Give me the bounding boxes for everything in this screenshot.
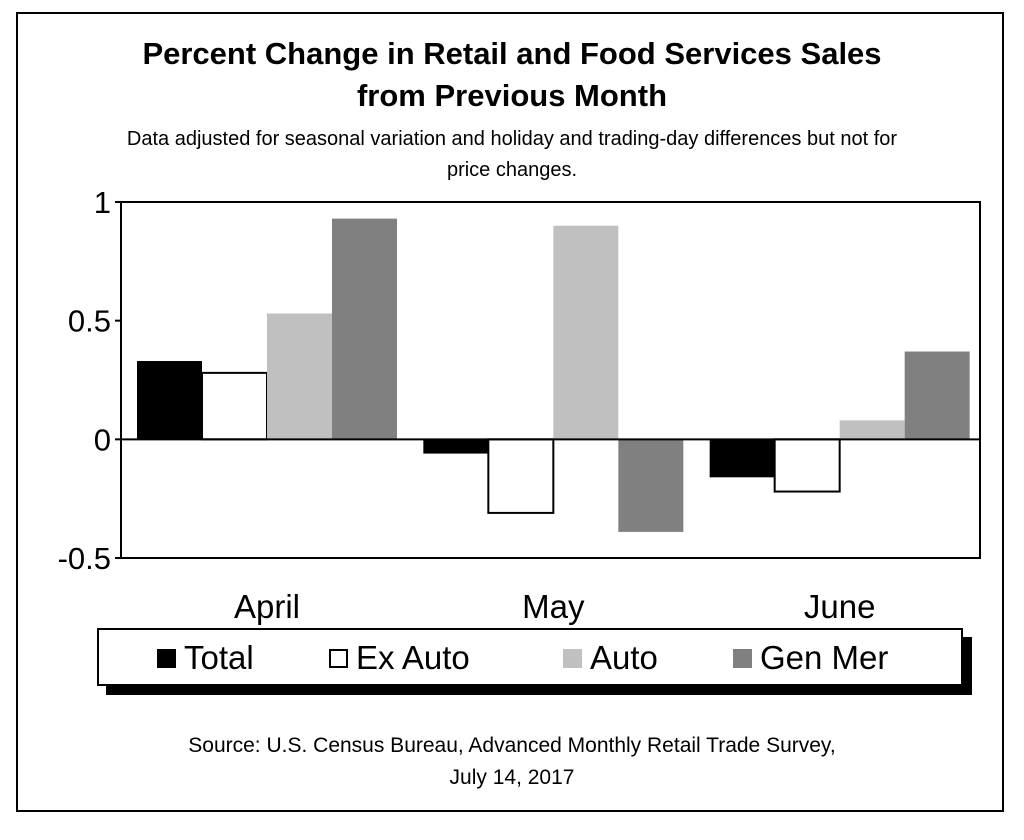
bar-ex-auto-may	[487, 438, 555, 514]
bar-gen-mer-may	[618, 439, 684, 532]
bar-ex-auto-april	[201, 371, 268, 441]
y-tick-label: 0.5	[68, 304, 111, 339]
plot-area-border	[120, 201, 981, 559]
bar-gen-mer-june	[904, 351, 970, 440]
legend-label-ex-auto: Ex Auto	[356, 639, 470, 676]
legend-swatch-total	[157, 648, 176, 668]
legend-swatch-ex-auto	[329, 648, 348, 668]
bar-ex-auto-june	[773, 438, 841, 493]
bar-total-may	[423, 439, 489, 454]
legend-item-gen-mer: Gen Mer	[733, 638, 888, 678]
chart-title-line-2: from Previous Month	[356, 78, 667, 113]
chart-subtitle-line-1: Data adjusted for seasonal variation and…	[126, 128, 898, 150]
legend-item-total: Total	[157, 638, 254, 678]
bar-auto-april	[267, 313, 332, 440]
x-category-label: April	[234, 588, 300, 625]
legend-label-total: Total	[184, 639, 254, 676]
source-line-2: July 14, 2017	[449, 766, 575, 789]
bar-auto-june	[839, 420, 905, 440]
y-tick-label: 1	[94, 185, 111, 220]
bar-total-april	[137, 361, 202, 440]
chart-subtitle-line-2: price changes.	[446, 159, 578, 181]
legend-item-ex-auto: Ex Auto	[329, 638, 470, 678]
source-line-1: Source: U.S. Census Bureau, Advanced Mon…	[188, 734, 836, 757]
legend-label-gen-mer: Gen Mer	[760, 639, 889, 676]
legend-item-auto: Auto	[563, 638, 658, 678]
legend: Total Ex Auto Auto Gen Mer	[97, 628, 963, 686]
y-tick-label: -0.5	[58, 541, 111, 576]
x-category-label: May	[522, 588, 585, 625]
bar-auto-may	[553, 225, 619, 440]
y-tick-label: 0	[94, 422, 111, 457]
x-category-label: June	[804, 588, 876, 625]
bar-total-june	[709, 439, 775, 478]
legend-label-auto: Auto	[590, 639, 658, 676]
bar-gen-mer-april	[332, 218, 397, 440]
legend-swatch-gen-mer	[733, 648, 752, 668]
chart-title-line-1: Percent Change in Retail and Food Servic…	[142, 36, 882, 71]
legend-swatch-auto	[563, 648, 582, 668]
